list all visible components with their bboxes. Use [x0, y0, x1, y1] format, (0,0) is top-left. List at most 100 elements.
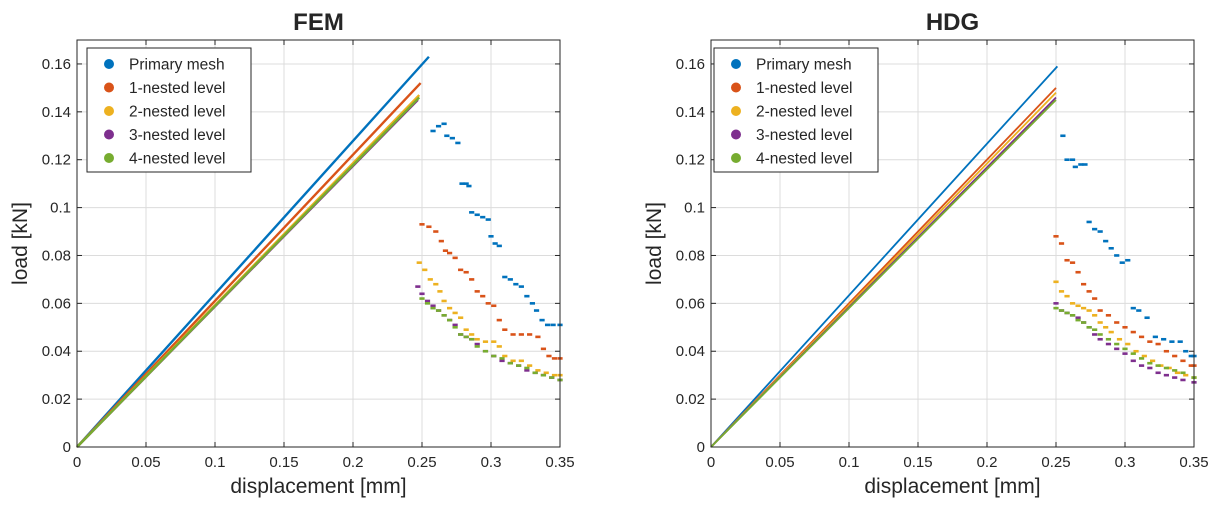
data-point: [1180, 359, 1186, 363]
data-point: [1147, 361, 1153, 365]
data-point: [1092, 333, 1098, 336]
data-point: [449, 136, 455, 140]
data-point: [1138, 335, 1145, 339]
y-tick-label: 0.12: [676, 152, 705, 169]
data-point: [469, 333, 475, 336]
data-point: [469, 337, 475, 341]
data-point: [435, 309, 442, 312]
data-point: [463, 270, 469, 274]
data-point: [1136, 309, 1142, 312]
data-point: [1103, 239, 1109, 243]
data-point: [516, 364, 522, 367]
data-point: [1058, 290, 1065, 293]
data-point: [1130, 306, 1136, 310]
data-point: [474, 213, 480, 217]
data-point: [540, 373, 547, 377]
data-point: [491, 340, 497, 343]
legend-marker: [104, 129, 114, 140]
data-point: [1155, 364, 1161, 367]
data-point: [482, 349, 489, 353]
data-point: [1163, 366, 1169, 370]
data-point: [1069, 302, 1076, 305]
data-point: [533, 309, 540, 312]
legend-label: 3-nested level: [756, 127, 853, 144]
data-point: [507, 278, 513, 281]
x-tick-label: 0: [73, 454, 81, 471]
data-point: [444, 134, 450, 138]
legend-label: 2-nested level: [756, 104, 853, 121]
data-point: [442, 249, 449, 252]
data-point: [1097, 309, 1103, 312]
axes-box: [76, 39, 561, 448]
data-point: [507, 361, 513, 365]
data-point: [1097, 333, 1103, 336]
y-tick-label: 0.04: [676, 343, 705, 360]
y-tick-label: 0: [63, 439, 71, 456]
legend-label: 1-nested level: [129, 80, 226, 97]
y-tick-label: 0.08: [676, 247, 705, 264]
data-point: [452, 323, 458, 327]
y-tick-label: 0.06: [676, 295, 705, 312]
legend-marker: [731, 129, 741, 140]
data-point: [1069, 314, 1076, 317]
data-point: [499, 359, 505, 363]
data-point: [1075, 318, 1081, 322]
data-point: [1058, 309, 1065, 312]
data-point: [1108, 246, 1114, 250]
data-point: [502, 275, 508, 279]
data-point: [1122, 352, 1128, 355]
x-tick-label: 0.15: [269, 454, 298, 471]
legend-marker: [104, 82, 114, 93]
x-tick-label: 0.3: [1115, 454, 1136, 471]
data-point: [419, 292, 425, 296]
data-point: [485, 218, 491, 221]
y-tick-label: 0.14: [42, 104, 71, 121]
data-point: [502, 328, 508, 331]
data-point: [441, 299, 447, 303]
data-point: [1086, 220, 1092, 224]
data-point: [499, 357, 505, 360]
data-point: [1097, 321, 1103, 324]
data-point: [1144, 316, 1150, 320]
data-point: [1092, 297, 1098, 300]
data-point: [433, 282, 439, 286]
chart-title: FEM: [293, 9, 344, 36]
data-point: [532, 371, 538, 375]
data-point: [1075, 316, 1081, 320]
data-point: [1138, 357, 1145, 360]
data-point: [422, 268, 428, 272]
data-point: [1172, 369, 1178, 372]
data-point: [485, 302, 491, 305]
data-point: [510, 359, 516, 363]
legend-label: Primary mesh: [756, 57, 852, 74]
data-point: [480, 294, 486, 298]
data-point: [1086, 290, 1092, 293]
data-point: [1141, 354, 1147, 358]
legend-marker: [731, 106, 741, 116]
data-point: [419, 223, 425, 226]
data-point: [524, 369, 530, 372]
x-axis-label: displacement [mm]: [230, 475, 406, 498]
hdg-panel: 0 0.05 0.1 0.15 0.2 0.25 0.3 0.35 0 0.02 0.04 0.06 0…: [643, 9, 1209, 498]
data-point: [551, 373, 558, 377]
data-point: [1053, 306, 1059, 310]
legend-marker: [104, 106, 114, 116]
data-point: [1097, 230, 1103, 233]
data-point: [415, 285, 421, 288]
x-tick-label: 0.35: [545, 454, 574, 471]
data-point: [1114, 347, 1120, 351]
data-point: [426, 225, 432, 229]
fem-panel: 0 0.05 0.1 0.15 0.2 0.25 0.3 0.35 0 0.02 0.04 0.06 0…: [9, 9, 575, 498]
data-point: [1081, 282, 1087, 286]
data-point: [463, 182, 469, 185]
x-tick-label: 0: [707, 454, 715, 471]
data-point: [1064, 158, 1070, 162]
data-point: [543, 371, 549, 375]
data-point: [1133, 349, 1139, 353]
legend-box: [86, 47, 252, 173]
data-point: [518, 359, 524, 363]
legend-box: [713, 47, 879, 173]
data-point: [1180, 371, 1186, 375]
